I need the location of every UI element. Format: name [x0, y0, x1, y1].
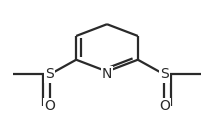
Text: N: N: [102, 67, 112, 81]
Text: S: S: [160, 67, 169, 81]
Text: N: N: [102, 67, 112, 81]
Text: O: O: [44, 99, 55, 113]
Text: S: S: [160, 67, 169, 81]
Text: O: O: [44, 99, 55, 113]
Text: O: O: [159, 99, 170, 113]
Text: O: O: [159, 99, 170, 113]
Text: S: S: [45, 67, 54, 81]
Text: S: S: [45, 67, 54, 81]
